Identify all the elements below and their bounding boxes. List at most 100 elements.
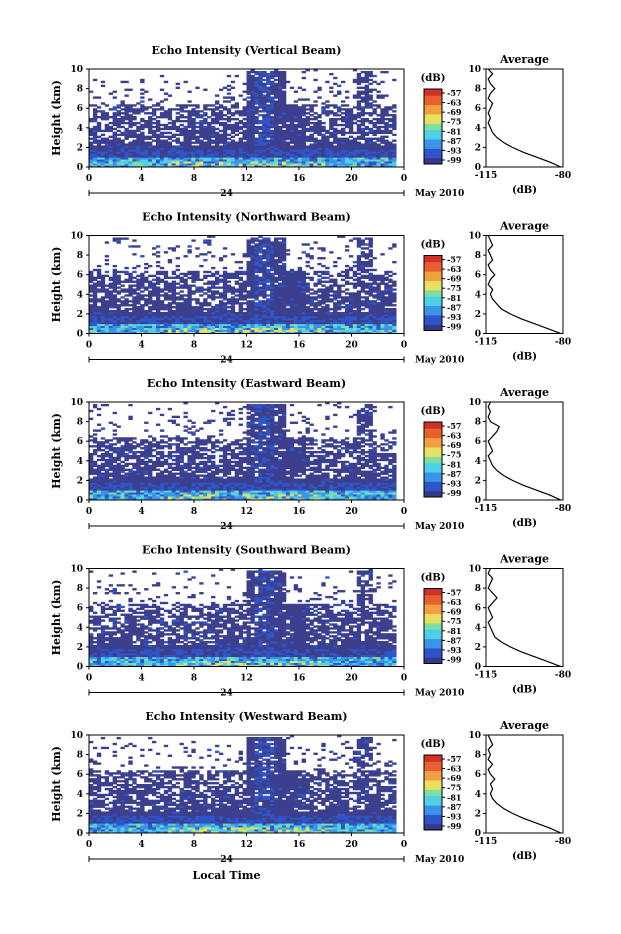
heatmap-cell	[144, 91, 148, 93]
heatmap-cell	[231, 112, 235, 114]
heatmap-cell	[121, 296, 125, 298]
heatmap-cell	[89, 138, 93, 140]
heatmap-cell	[341, 290, 345, 292]
heatmap-cell	[353, 292, 357, 294]
heatmap-cell	[250, 300, 254, 302]
heatmap-cell	[361, 247, 365, 249]
heatmap-cell	[392, 110, 396, 112]
heatmap-cell	[254, 106, 258, 108]
heatmap-cell	[187, 277, 191, 279]
heatmap-cell	[349, 283, 353, 285]
heatmap-cell	[109, 277, 113, 279]
heatmap-cell	[207, 308, 211, 310]
heatmap-cell	[380, 130, 384, 132]
heatmap-cell	[317, 294, 321, 296]
heatmap-cell	[345, 96, 349, 98]
heatmap-cell	[211, 126, 215, 128]
heatmap-cell	[294, 271, 298, 273]
heatmap-cell	[373, 275, 377, 277]
heatmap-cell	[254, 275, 258, 277]
heatmap-cell	[101, 102, 105, 104]
heatmap-cell	[168, 132, 172, 134]
heatmap-cell	[121, 271, 125, 273]
x-tick-label: 0	[86, 174, 92, 184]
heatmap-cell	[164, 312, 168, 314]
heatmap-cell	[254, 302, 258, 304]
heatmap-cell	[156, 245, 160, 247]
heatmap-cell	[132, 267, 136, 269]
colorbar-tick-label: -87	[447, 302, 461, 312]
heatmap-cell	[321, 106, 325, 108]
heatmap-cell	[89, 285, 93, 287]
heatmap-cell	[329, 87, 333, 89]
heatmap-cell	[211, 281, 215, 283]
heatmap-cell	[369, 83, 373, 85]
heatmap-cell	[361, 118, 365, 120]
heatmap-cell	[109, 122, 113, 124]
x-tick-label: 8	[191, 341, 197, 351]
heatmap-cell	[93, 269, 97, 271]
heatmap-cell	[89, 142, 93, 144]
heatmap-cell	[191, 306, 195, 308]
heatmap-cell	[176, 283, 180, 285]
heatmap-cell	[266, 237, 270, 239]
heatmap-cell	[195, 110, 199, 112]
colorbar-segment	[424, 92, 442, 96]
heatmap-cell	[136, 306, 140, 308]
heatmap-cell	[337, 285, 341, 287]
heatmap-cell	[109, 290, 113, 292]
heatmap-cell	[105, 285, 109, 287]
heatmap-cell	[227, 93, 231, 95]
heatmap-cell	[306, 98, 310, 100]
panel-title: Echo Intensity (Northward Beam)	[142, 211, 351, 224]
heatmap-cell	[365, 296, 369, 298]
heatmap-cell	[270, 71, 274, 73]
heatmap-cell	[294, 124, 298, 126]
heatmap-cell	[203, 275, 207, 277]
heatmap-cell	[361, 71, 365, 73]
heatmap-cell	[227, 285, 231, 287]
colorbar-segment	[424, 262, 442, 266]
heatmap-cell	[345, 288, 349, 290]
heatmap-cell	[321, 134, 325, 136]
heatmap-cell	[392, 140, 396, 142]
heatmap-cell	[215, 290, 219, 292]
heatmap-cell	[117, 298, 121, 300]
month-label: May 2010	[415, 356, 464, 366]
heatmap-cell	[199, 294, 203, 296]
heatmap-cell	[306, 294, 310, 296]
heatmap-cell	[361, 300, 365, 302]
heatmap-cell	[392, 304, 396, 306]
heatmap-cell	[306, 145, 310, 147]
heatmap-cell	[223, 114, 227, 116]
heatmap-cell	[187, 285, 191, 287]
heatmap-cell	[160, 267, 164, 269]
heatmap-cell	[341, 116, 345, 118]
heatmap-cell	[313, 312, 317, 314]
heatmap-cell	[164, 124, 168, 126]
heatmap-cell	[121, 81, 125, 83]
heatmap-cell	[243, 294, 247, 296]
heatmap-cell	[231, 253, 235, 255]
profile-y-tick-label: 6	[475, 104, 481, 114]
panel-1: Echo Intensity (Vertical Beam)0246810Hei…	[50, 44, 571, 199]
heatmap-cell	[369, 283, 373, 285]
heatmap-cell	[388, 118, 392, 120]
heatmap-cell	[306, 273, 310, 275]
heatmap-cell	[353, 122, 357, 124]
heatmap-cell	[361, 143, 365, 145]
heatmap-cell	[227, 89, 231, 91]
heatmap-cell	[176, 292, 180, 294]
heatmap-cell	[353, 271, 357, 273]
colorbar-unit: (dB)	[421, 240, 446, 251]
heatmap-cell	[235, 298, 239, 300]
heatmap-cell	[290, 104, 294, 106]
heatmap-cell	[270, 273, 274, 275]
heatmap-cell	[164, 292, 168, 294]
heatmap-cell	[101, 81, 105, 83]
heatmap-cell	[199, 286, 203, 288]
panel-title: Echo Intensity (Eastward Beam)	[147, 377, 346, 390]
heatmap-cell	[140, 304, 144, 306]
heatmap-cell	[239, 267, 243, 269]
heatmap-cell	[97, 110, 101, 112]
